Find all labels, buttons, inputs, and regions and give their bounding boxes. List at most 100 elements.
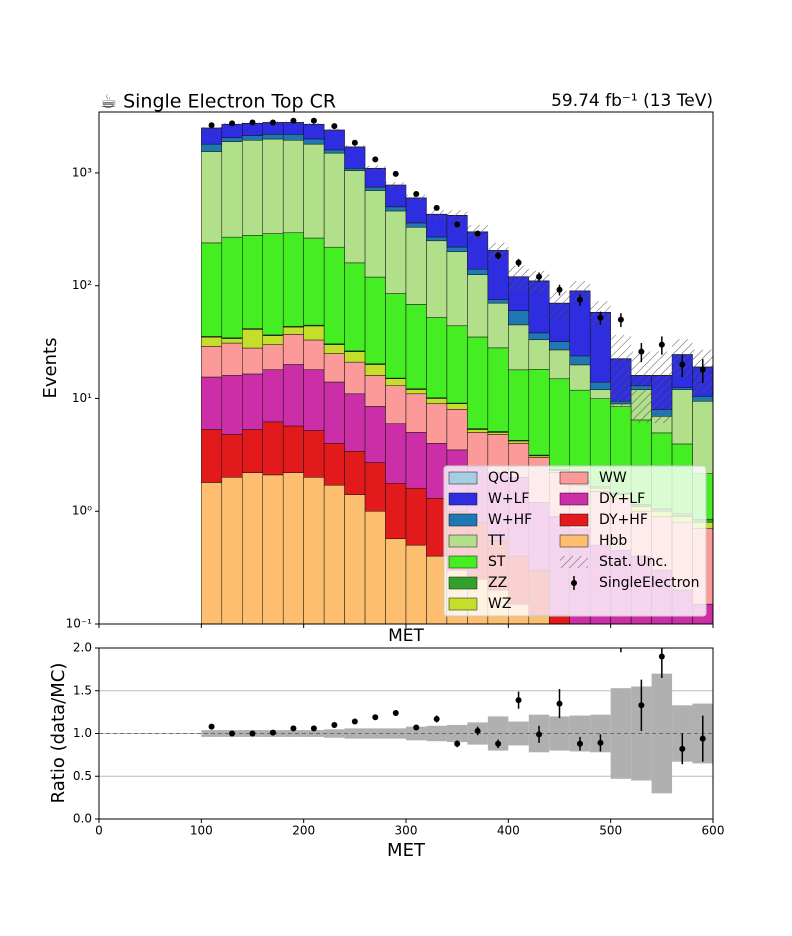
stack-segment xyxy=(242,235,263,329)
stack-segment xyxy=(262,421,284,476)
ratio-point xyxy=(658,653,665,660)
mc-uncertainty-band xyxy=(590,714,611,753)
stack-segment xyxy=(303,369,325,431)
stat-uncertainty xyxy=(385,181,406,189)
stack-segment xyxy=(405,389,427,395)
y-tick-label: 10¹ xyxy=(72,391,92,405)
stack-segment xyxy=(242,139,263,236)
stack-segment xyxy=(221,342,243,376)
stack-segment xyxy=(344,168,366,171)
stack-segment xyxy=(221,434,243,478)
stack-segment xyxy=(303,325,325,341)
legend-label: W+HF xyxy=(488,512,532,528)
stack-segment xyxy=(303,430,325,478)
stack-segment xyxy=(344,494,366,624)
stack-segment xyxy=(487,432,509,435)
stat-uncertainty xyxy=(631,351,652,424)
legend-label: Hbb xyxy=(599,533,627,549)
ratio-point xyxy=(536,731,543,738)
stack-segment xyxy=(426,398,448,404)
stack-segment xyxy=(487,299,509,304)
mc-uncertainty-band xyxy=(508,721,529,746)
stack-segment xyxy=(385,385,407,424)
data-point xyxy=(208,122,215,129)
stat-uncertainty xyxy=(549,290,570,320)
data-point xyxy=(617,316,624,323)
stack-segment xyxy=(303,237,325,326)
stack-segment xyxy=(221,141,243,238)
stack-segment xyxy=(262,335,284,345)
ratio-point xyxy=(413,724,420,731)
stack-segment xyxy=(323,344,345,354)
y-tick-label: 1.0 xyxy=(73,726,92,740)
stack-segment xyxy=(385,538,407,624)
legend-swatch xyxy=(571,580,577,586)
stack-segment xyxy=(589,381,611,390)
legend-swatch xyxy=(448,597,478,611)
y-tick-label: 10⁰ xyxy=(72,504,92,518)
stat-uncertainty xyxy=(324,128,345,132)
stack-segment xyxy=(344,351,366,363)
stack-segment xyxy=(528,369,550,456)
y-tick-label: 10³ xyxy=(72,165,92,179)
stack-segment xyxy=(426,240,448,318)
stack-segment xyxy=(201,429,223,483)
data-point xyxy=(433,204,440,211)
stack-segment xyxy=(405,197,427,224)
ratio-point xyxy=(679,745,686,752)
mc-uncertainty-band xyxy=(549,716,570,751)
stack-segment xyxy=(262,233,284,336)
stack-segment xyxy=(364,168,386,188)
stack-segment xyxy=(385,378,407,386)
stat-uncertainty xyxy=(651,351,673,424)
stack-segment xyxy=(405,222,427,228)
stack-segment xyxy=(672,669,692,683)
stack-segment xyxy=(344,393,366,452)
stack-segment xyxy=(426,236,448,242)
legend-label: DY+HF xyxy=(599,512,648,528)
y-tick-label: 1.5 xyxy=(73,683,92,697)
x-tick-label: 300 xyxy=(395,824,418,838)
data-point xyxy=(699,366,706,373)
stack-segment xyxy=(405,544,427,624)
legend-swatch xyxy=(448,492,478,506)
stack-segment xyxy=(344,361,366,395)
stack-segment xyxy=(508,324,530,371)
stack-segment xyxy=(446,325,468,404)
legend-label: WW xyxy=(599,470,627,486)
ratio-point xyxy=(597,739,604,746)
ratio-point xyxy=(331,721,338,728)
stack-segment xyxy=(570,634,590,635)
data-point xyxy=(249,119,256,126)
stack-segment xyxy=(671,389,693,445)
stack-segment xyxy=(201,376,223,430)
legend-label: ST xyxy=(488,554,506,570)
plot-area xyxy=(99,648,713,794)
stack-segment xyxy=(262,134,284,140)
data-point xyxy=(556,286,563,293)
stack-segment xyxy=(323,246,345,345)
data-point xyxy=(658,341,665,348)
stack-segment xyxy=(693,669,713,683)
stack-segment xyxy=(508,369,530,441)
stack-segment xyxy=(303,477,325,624)
data-point xyxy=(536,273,543,280)
data-point xyxy=(679,361,686,368)
data-point xyxy=(331,123,338,130)
x-tick-label: 400 xyxy=(497,824,520,838)
data-point xyxy=(474,230,481,237)
stack-segment xyxy=(262,138,284,234)
stat-uncertainty xyxy=(406,194,427,202)
stack-segment xyxy=(364,406,386,463)
mc-uncertainty-band xyxy=(303,730,325,737)
stat-uncertainty xyxy=(508,265,529,291)
stack-segment xyxy=(344,146,366,169)
stack-segment xyxy=(242,472,263,624)
stack-segment xyxy=(242,347,263,375)
stack-segment xyxy=(242,373,263,430)
stack-segment xyxy=(344,451,366,496)
y-axis-label: Events xyxy=(40,338,61,399)
stack-segment xyxy=(282,425,304,473)
stack-segment xyxy=(570,629,590,635)
stat-uncertainty xyxy=(610,334,632,407)
